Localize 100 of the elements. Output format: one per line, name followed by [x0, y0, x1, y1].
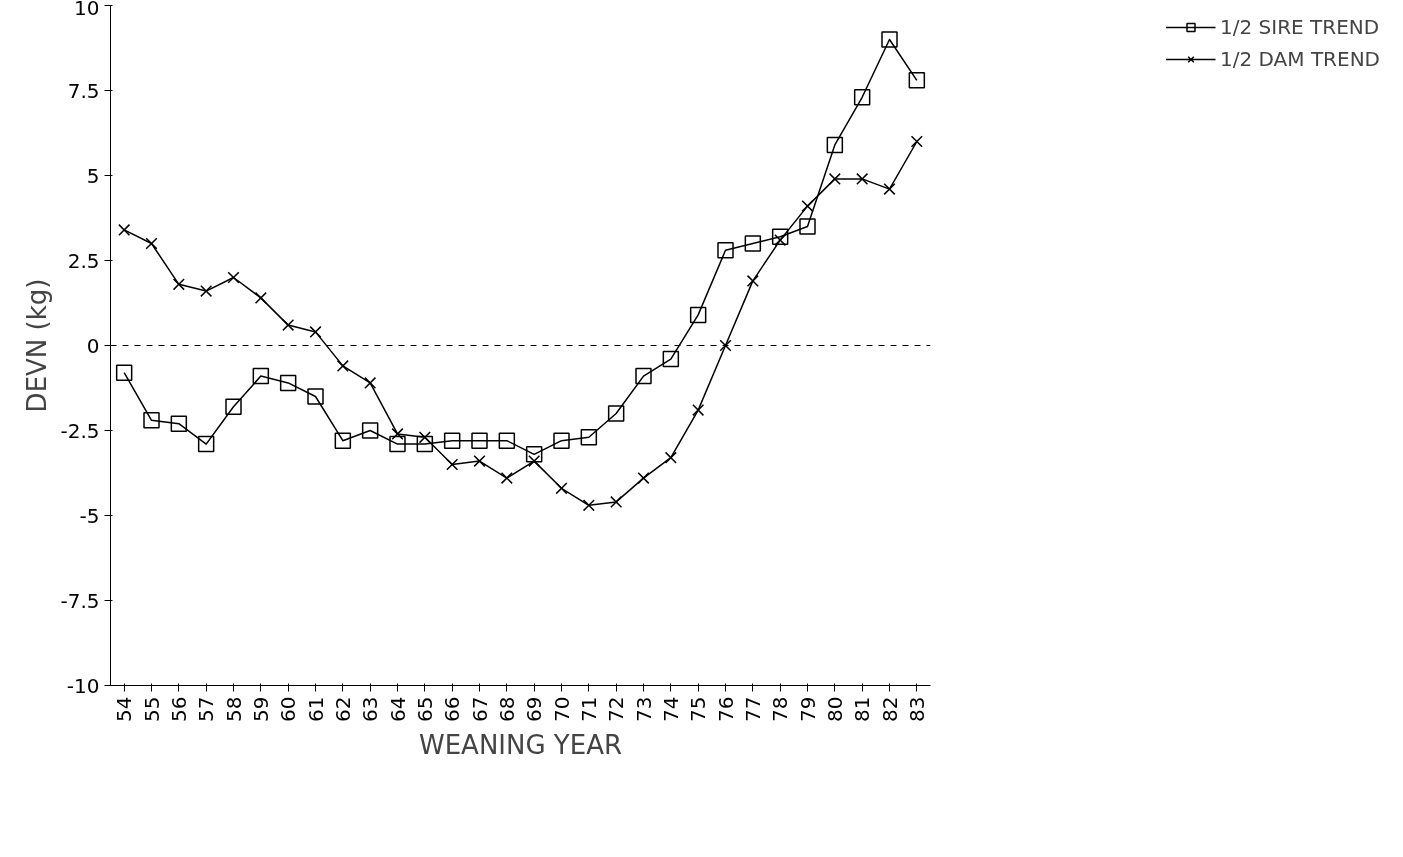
point	[828, 172, 841, 185]
point	[553, 432, 570, 449]
point	[853, 89, 871, 106]
point	[801, 200, 814, 213]
y-tick-label: -7.5	[60, 588, 100, 613]
point	[309, 325, 322, 338]
legend-label: 1/2 DAM TREND	[1220, 47, 1380, 71]
y-tick-label: 0	[86, 333, 100, 358]
point	[689, 306, 707, 324]
y-tick-label: 5	[86, 163, 100, 188]
legend-label: 1/2 SIRE TREND	[1220, 15, 1380, 39]
point	[389, 435, 406, 453]
point	[500, 472, 513, 485]
y-tick-label: 10	[74, 0, 100, 20]
point	[364, 376, 377, 389]
y-tick-label: 7.5	[67, 78, 100, 103]
y-tick-label: -2.5	[60, 418, 100, 443]
y-tick-label: -5	[79, 503, 100, 528]
x-tick-label: 69	[522, 696, 547, 722]
point	[334, 432, 352, 449]
point	[118, 223, 131, 236]
x-tick-label: 64	[385, 696, 410, 722]
point	[692, 404, 705, 417]
point	[881, 31, 898, 48]
x-tick-label: 71	[576, 696, 601, 722]
x-tick-label: 76	[713, 696, 738, 722]
x-tick-label: 73	[631, 696, 656, 722]
point	[635, 367, 652, 385]
y-axis-title: DEVN (kg)	[22, 278, 53, 413]
point	[637, 472, 650, 485]
x-tick-label: 63	[358, 696, 383, 722]
point	[446, 458, 459, 471]
point	[443, 432, 461, 449]
x-tick-label: 77	[740, 696, 765, 722]
point	[225, 398, 242, 415]
x-tick-label: 79	[795, 696, 820, 722]
x-tick-label: 54	[112, 696, 137, 722]
point	[336, 359, 349, 372]
point	[279, 374, 297, 392]
point	[580, 429, 598, 446]
x-tick-label: 66	[440, 696, 465, 722]
x-tick-label: 72	[604, 696, 629, 722]
point	[555, 482, 568, 495]
x-tick-label: 58	[221, 696, 246, 722]
point	[883, 183, 896, 196]
point	[582, 499, 595, 512]
point	[746, 274, 759, 287]
point	[525, 446, 543, 463]
point	[361, 422, 379, 439]
point	[910, 135, 923, 148]
point	[662, 350, 680, 368]
point	[170, 415, 188, 432]
point	[799, 218, 816, 235]
point	[416, 435, 434, 453]
x-axis-title: WEANING YEAR	[418, 729, 623, 760]
x-tick-label: 65	[412, 696, 437, 722]
x-tick-label: 74	[658, 696, 683, 722]
point	[115, 364, 133, 381]
point	[771, 228, 789, 245]
y-tick-label: 2.5	[67, 248, 100, 273]
x-tick-label: 55	[139, 696, 164, 722]
x-tick-label: 81	[850, 696, 875, 722]
point	[172, 278, 185, 291]
x-tick-label: 82	[877, 696, 902, 722]
x-tick-label: 68	[494, 696, 519, 722]
point	[908, 72, 926, 89]
x-tick-label: 56	[166, 696, 191, 722]
x-tick-label: 83	[904, 696, 929, 722]
x-tick-label: 70	[549, 696, 574, 722]
point	[498, 432, 516, 449]
x-tick-label: 62	[330, 696, 355, 722]
x-tick-label: 67	[467, 696, 492, 722]
point	[391, 427, 404, 440]
point	[717, 242, 734, 259]
x-tick-label: 80	[822, 696, 847, 722]
point	[227, 271, 240, 284]
point	[826, 136, 844, 154]
point	[607, 405, 625, 422]
x-tick-label: 75	[686, 696, 711, 722]
x-tick-label: 78	[768, 696, 793, 722]
point	[282, 319, 295, 332]
x-tick-label: 61	[303, 696, 328, 722]
point	[744, 235, 762, 252]
point	[145, 237, 158, 250]
point	[200, 285, 213, 298]
point	[719, 339, 732, 352]
x-tick-label: 57	[194, 696, 219, 722]
point	[307, 388, 324, 405]
point	[664, 451, 677, 464]
point	[252, 367, 270, 385]
x-tick-label: 59	[248, 696, 273, 722]
point	[856, 172, 869, 185]
point	[471, 432, 488, 449]
point	[143, 412, 160, 429]
y-tick-label: -10	[66, 673, 100, 698]
point	[197, 435, 215, 453]
point	[473, 455, 486, 468]
x-tick-label: 60	[276, 696, 301, 722]
point	[528, 455, 541, 468]
point	[610, 495, 623, 508]
